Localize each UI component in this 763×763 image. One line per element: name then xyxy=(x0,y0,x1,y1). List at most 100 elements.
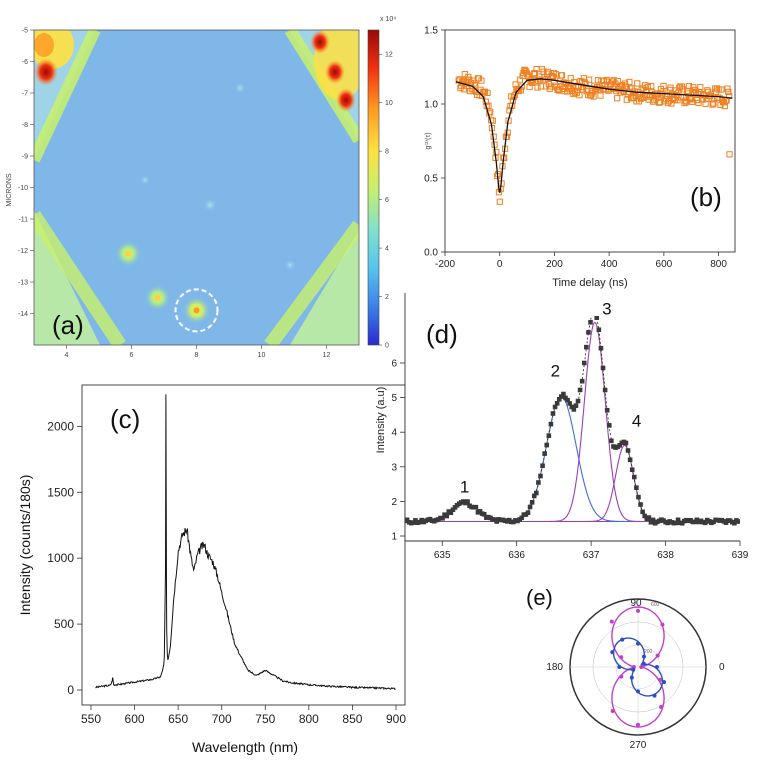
b-data-point xyxy=(523,70,531,77)
c-x-tick-label: 550 xyxy=(81,712,101,726)
e-blue-point xyxy=(620,637,625,642)
d-data-point xyxy=(554,401,560,406)
panel-e-label: (e) xyxy=(526,585,553,610)
e-radial-label-inner: 200 xyxy=(644,649,653,655)
b-data-point xyxy=(713,85,721,92)
panel-d: 635 636 637 638 639 1 2 3 4 5 6 1 2 3 4 Intensity (a.… xyxy=(375,293,749,561)
d-data-point xyxy=(596,327,602,333)
d-data-point xyxy=(602,387,608,393)
d-y-tick-label: 5 xyxy=(391,393,397,404)
colorbar-tick-label: 0 xyxy=(385,343,389,350)
e-blue-point xyxy=(629,675,634,680)
d-data-point xyxy=(473,504,479,510)
d-data-point xyxy=(567,401,572,406)
panel-e: 90 0 270 180 600 200 (e) xyxy=(526,585,725,751)
b-data-point xyxy=(644,83,651,91)
panel-a-label: (a) xyxy=(52,310,84,340)
d-data-point xyxy=(604,407,610,413)
d-data-point xyxy=(584,344,589,350)
e-blue-point xyxy=(617,665,622,669)
b-data-point xyxy=(725,88,732,95)
b-data-point xyxy=(621,80,629,87)
d-data-point xyxy=(536,480,541,485)
panel-c-label: (c) xyxy=(110,404,140,434)
d-data-point xyxy=(481,511,487,517)
b-x-tick-label: 200 xyxy=(546,259,563,270)
a-x-tick-label: 6 xyxy=(130,352,134,359)
d-data-point xyxy=(646,515,652,520)
b-data-point xyxy=(466,76,473,83)
d-data-point xyxy=(617,443,622,448)
d-data-point xyxy=(640,509,645,515)
c-x-tick-label: 700 xyxy=(212,712,232,726)
d-data-point xyxy=(440,515,445,521)
d-data-point xyxy=(477,508,483,514)
panel-c: 550 600 650 700 750 800 850 900 0 500 1000 1500 2000… xyxy=(17,384,406,755)
b-data-point xyxy=(518,83,525,90)
d-data-points xyxy=(405,316,740,526)
c-y-axis-label: Intensity (counts/180s) xyxy=(17,475,33,616)
e-angle-0: 0 xyxy=(719,662,725,673)
e-lobes xyxy=(609,606,666,728)
b-data-point xyxy=(531,70,538,77)
d-data-point xyxy=(629,467,635,473)
panel-b: -200 0 200 400 600 800 0.0 0.5 1.0 1.5 Time delay… xyxy=(424,26,736,289)
a-y-axis-label: MICRONS xyxy=(6,173,13,206)
b-y-tick-label: 0.0 xyxy=(424,248,438,259)
d-x-tick-label: 636 xyxy=(508,550,525,561)
d-data-point xyxy=(534,490,539,496)
c-y-tick-label: 1500 xyxy=(47,485,74,499)
d-data-point xyxy=(581,360,587,366)
b-data-point xyxy=(634,80,641,87)
d-data-point xyxy=(529,500,535,505)
hotspot-core xyxy=(154,294,161,301)
d-data-point xyxy=(623,440,629,446)
heatmap-image xyxy=(34,30,359,345)
e-purple-point xyxy=(660,622,665,627)
b-data-point xyxy=(558,72,566,79)
b-y-tick-label: 0.5 xyxy=(424,174,438,185)
d-peak-label: 1 xyxy=(460,477,469,496)
e-blue-point xyxy=(641,654,646,659)
d-data-point xyxy=(550,411,556,416)
colorbar-tick-label: 10 xyxy=(385,100,393,107)
d-data-point xyxy=(571,407,577,412)
b-data-point xyxy=(471,80,478,87)
d-data-point xyxy=(559,394,564,399)
e-purple-point xyxy=(609,619,614,624)
b-data-point xyxy=(670,95,677,102)
b-data-point xyxy=(484,89,491,96)
b-data-point xyxy=(626,78,633,86)
a-x-tick-label: 4 xyxy=(65,352,69,359)
d-data-point xyxy=(405,517,410,523)
b-data-point xyxy=(571,79,578,86)
b-axis-ticks: -200 0 200 400 600 800 0.0 0.5 1.0 1.5 xyxy=(424,26,727,271)
e-blue-point xyxy=(654,665,659,669)
d-peak-label: 4 xyxy=(632,412,641,431)
d-x-tick-label: 635 xyxy=(434,550,451,561)
d-data-point xyxy=(600,365,606,371)
c-x-tick-label: 650 xyxy=(168,712,188,726)
d-data-point xyxy=(413,518,418,523)
d-y-axis-label: Intensity (a.u) xyxy=(375,387,387,454)
d-data-point xyxy=(556,396,562,402)
b-data-point xyxy=(697,84,704,91)
e-blue-point xyxy=(641,661,646,666)
b-data-point xyxy=(576,92,583,99)
colorbar-tick-label: 6 xyxy=(385,197,389,204)
d-data-point xyxy=(673,520,679,526)
a-y-tick-label: -14 xyxy=(18,311,28,318)
d-data-point xyxy=(648,519,654,525)
c-x-tick-label: 850 xyxy=(342,712,362,726)
b-y-tick-label: 1.0 xyxy=(424,100,438,111)
hotspot-core xyxy=(193,307,200,314)
b-data-point xyxy=(592,85,599,92)
e-radial-label-outer: 600 xyxy=(651,602,660,608)
d-data-point xyxy=(579,378,585,384)
e-purple-point xyxy=(659,704,664,709)
e-purple-point xyxy=(636,608,640,613)
b-outlier-point xyxy=(726,151,733,158)
d-y-tick-label: 6 xyxy=(391,358,397,369)
b-data-point xyxy=(544,68,552,75)
b-data-point xyxy=(726,92,733,99)
